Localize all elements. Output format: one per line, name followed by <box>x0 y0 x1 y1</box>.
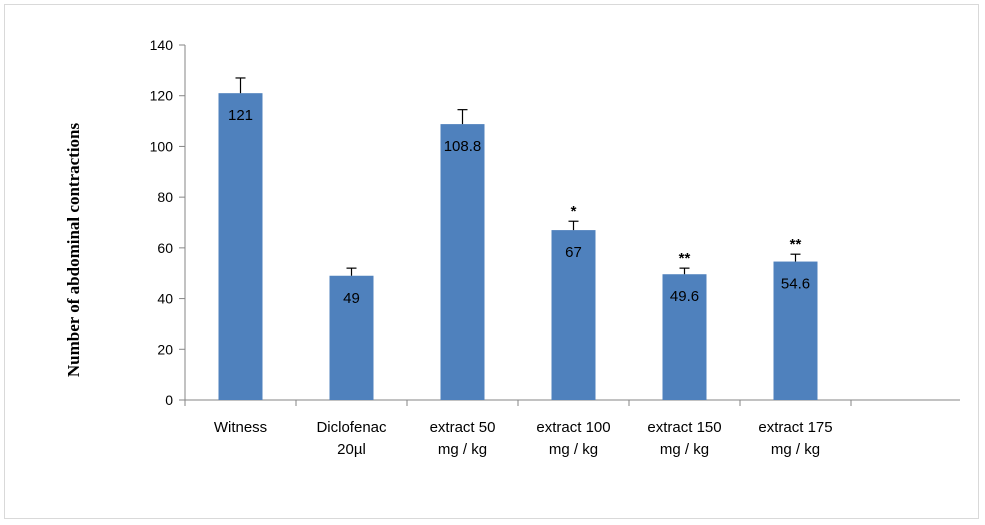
data-label: 67 <box>565 244 582 261</box>
bar <box>440 124 485 400</box>
data-label: 108.8 <box>444 138 482 155</box>
x-tick-label: mg / kg <box>549 441 598 458</box>
x-tick-label: extract 150 <box>647 419 721 436</box>
significance-mark: * <box>571 203 577 220</box>
x-tick-label: Witness <box>214 419 267 436</box>
labels: 121 Witness 49 Diclofenac 20µl 108.8 extract 5… <box>214 107 833 458</box>
bar <box>662 274 707 400</box>
x-tick-label: 20µl <box>337 441 366 458</box>
data-label: 49 <box>343 290 360 307</box>
y-tick-label: 40 <box>157 291 173 307</box>
x-tick-label: mg / kg <box>660 441 709 458</box>
y-axis-label: Number of abdominal contractions <box>64 123 83 378</box>
y-tick-label: 100 <box>150 138 174 154</box>
x-tick-label: mg / kg <box>771 441 820 458</box>
x-tick-label: extract 175 <box>758 419 832 436</box>
data-label: 54.6 <box>781 276 810 293</box>
data-label: 121 <box>228 107 253 124</box>
x-tick-label: extract 50 <box>430 419 496 436</box>
x-tick-label: extract 100 <box>536 419 610 436</box>
bar <box>329 275 374 400</box>
y-tick-label: 140 <box>150 37 174 53</box>
bar <box>773 261 818 400</box>
y-tick-label: 20 <box>157 341 173 357</box>
y-tick-label: 80 <box>157 189 173 205</box>
data-label: 49.6 <box>670 288 699 305</box>
x-tick-label: Diclofenac <box>316 419 387 436</box>
bar <box>551 230 596 400</box>
chart-frame: 0 20 40 60 80 100 120 140 121 Witness 49 Diclofena… <box>4 4 979 519</box>
y-tick-label: 0 <box>165 392 173 408</box>
y-tick-label: 120 <box>150 88 174 104</box>
significance-mark: ** <box>790 236 802 253</box>
axes: 0 20 40 60 80 100 120 140 <box>150 37 960 408</box>
y-tick-label: 60 <box>157 240 173 256</box>
bar <box>218 93 263 400</box>
significance-mark: ** <box>679 250 691 267</box>
bars <box>218 77 818 400</box>
bar-chart: 0 20 40 60 80 100 120 140 121 Witness 49 Diclofena… <box>64 37 960 458</box>
x-tick-label: mg / kg <box>438 441 487 458</box>
